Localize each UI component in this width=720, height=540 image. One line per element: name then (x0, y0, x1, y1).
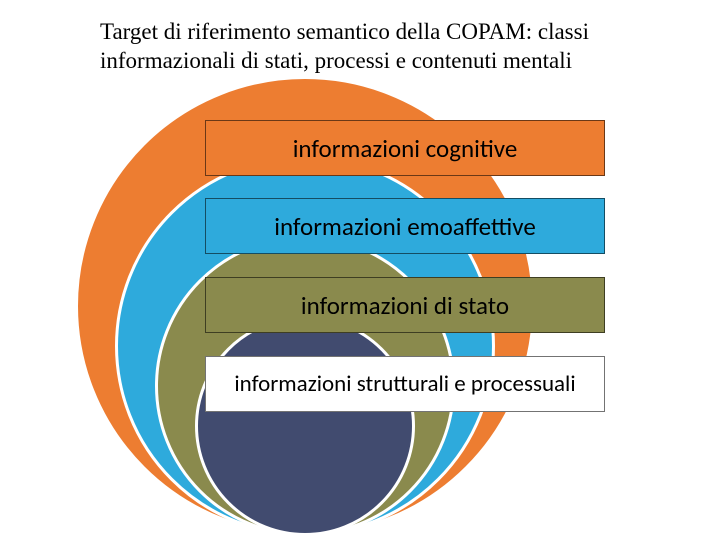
label-bars-group: informazioni cognitive informazioni emoa… (0, 0, 720, 540)
bar-strutturali-label: informazioni strutturali e processuali (234, 370, 575, 398)
bar-emoaffettive: informazioni emoaffettive (205, 198, 605, 254)
diagram-stage: Target di riferimento semantico della CO… (0, 0, 720, 540)
bar-strutturali: informazioni strutturali e processuali (205, 356, 605, 412)
bar-emoaffettive-label: informazioni emoaffettive (274, 211, 536, 242)
bar-cognitive-label: informazioni cognitive (293, 133, 518, 164)
bar-stato-label: informazioni di stato (301, 290, 509, 321)
bar-stato: informazioni di stato (205, 277, 605, 333)
bar-cognitive: informazioni cognitive (205, 120, 605, 176)
